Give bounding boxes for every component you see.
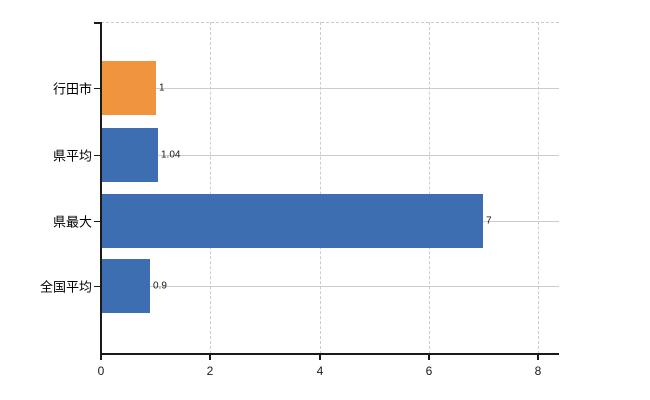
bar [101,128,158,182]
x-tick-label: 4 [316,364,324,378]
category-gridline [101,88,559,89]
y-axis-top-tick [94,22,101,24]
bar [101,259,150,313]
category-gridline [101,155,559,156]
x-axis-tick [537,354,539,360]
y-axis [100,22,102,354]
category-label: 全国平均 [39,279,92,295]
category-tick [94,286,101,287]
bar-value-label: 1.04 [161,149,181,161]
x-gridline [538,22,539,354]
plot-top-border [101,22,559,23]
x-gridline [429,22,430,354]
x-tick-label: 6 [425,364,433,378]
x-tick-label: 0 [97,364,105,378]
bar [101,61,156,115]
category-label: 県平均 [52,148,92,164]
x-gridline [320,22,321,354]
x-tick-label: 2 [206,364,214,378]
bar-value-label: 0.9 [153,280,167,292]
x-axis-tick [209,354,211,360]
category-tick [94,155,101,156]
x-axis-tick [100,354,102,360]
x-axis-tick [428,354,430,360]
category-label: 行田市 [52,81,92,97]
category-label: 県最大 [52,214,92,230]
x-tick-label: 8 [534,364,542,378]
x-gridline [210,22,211,354]
x-axis-tick [319,354,321,360]
category-tick [94,221,101,222]
category-gridline [101,286,559,287]
x-axis [100,353,559,355]
bar-value-label: 7 [486,215,492,227]
bar-value-label: 1 [159,82,165,94]
category-tick [94,88,101,89]
bar [101,194,483,248]
